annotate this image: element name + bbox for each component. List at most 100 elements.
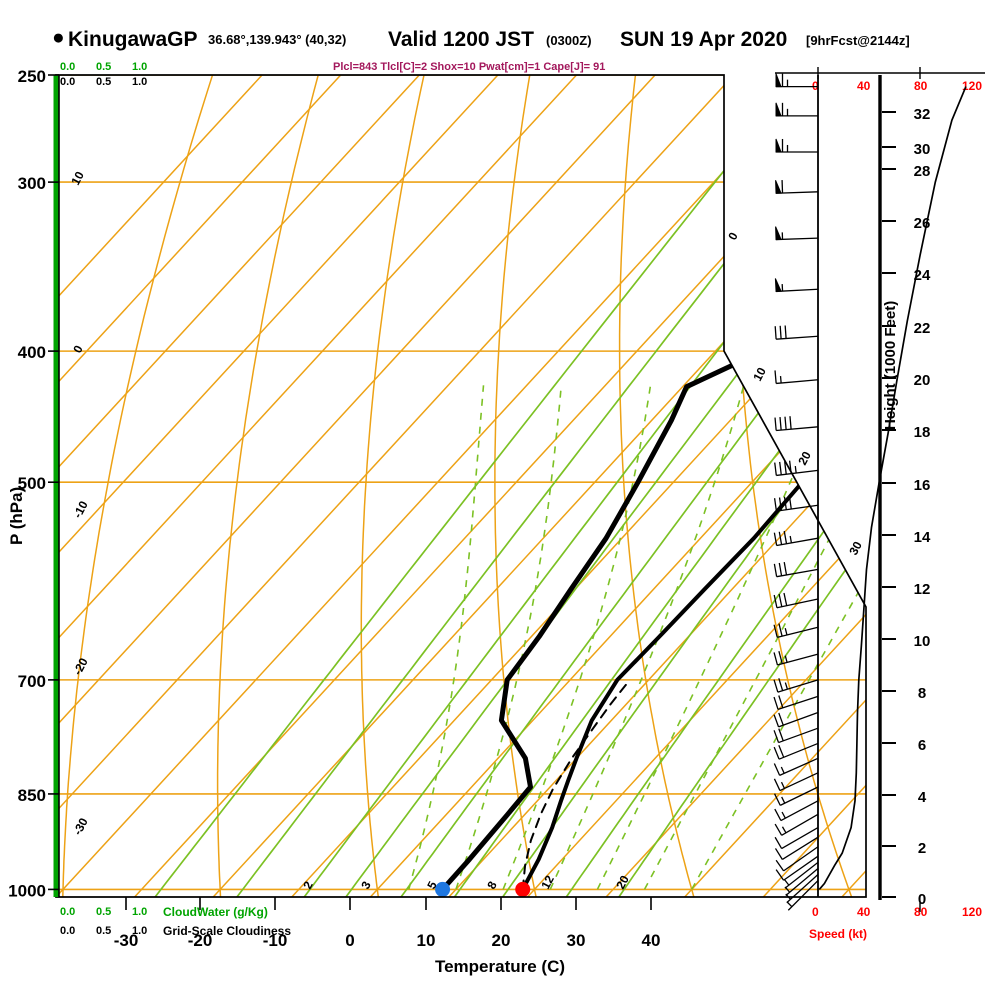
isotherm--60 [56, 75, 804, 897]
isotherm-label-8: 30 [846, 539, 865, 558]
height-tick-label-22: 22 [914, 320, 931, 337]
temperature-tick-label--10: -10 [263, 931, 288, 950]
top-speed-tick-3: 120 [962, 79, 982, 93]
wind-barb [775, 73, 818, 88]
forecast-tag: [9hrFcst@2144z] [806, 33, 910, 48]
wind-barb [775, 180, 819, 194]
wind-barb [773, 786, 819, 806]
temperature-tick-label--30: -30 [114, 931, 139, 950]
wind-barb [773, 711, 819, 728]
dry-adiabat-lines [62, 75, 866, 897]
moist-adiabat-16 [502, 385, 652, 890]
temperature-axis: -30 -20 -10 0 10 20 30 40 [114, 897, 661, 950]
wind-barb [775, 138, 818, 153]
top-cloudiness-tick-0: 0.0 [60, 76, 75, 88]
wind-barb [775, 226, 819, 241]
top-cloudwater-tick-2: 1.0 [132, 61, 147, 73]
surface-marker-group [435, 881, 531, 897]
moist-adiabat-34 [643, 384, 866, 890]
isotherm--10 [291, 75, 866, 897]
height-axis-label: Height (1000 Feet) [882, 301, 899, 430]
isobar-lines [56, 75, 866, 891]
wind-barb [773, 757, 819, 776]
pressure-tick-label-300: 300 [18, 174, 46, 193]
bottom-speed-axis-label: Speed (kt) [809, 927, 867, 941]
temperature-tick-label-40: 40 [642, 931, 661, 950]
dry-adiabat--40 [62, 75, 238, 897]
isotherm-label-0: 10 [68, 169, 87, 188]
dry-adiabat-80 [846, 75, 866, 897]
wind-barb [773, 695, 819, 711]
isotherm--40 [56, 75, 866, 897]
pressure-axis: 250 300 400 500 700 850 1000 [8, 67, 59, 900]
wind-barb [775, 102, 818, 117]
isotherm-0 [369, 75, 866, 897]
height-tick-label-10: 10 [914, 633, 931, 650]
mixing-ratio-5 [400, 117, 866, 897]
bottom-speed-tick-1: 40 [857, 905, 871, 919]
top-cloudiness-tick-2: 1.0 [132, 76, 147, 88]
mixing-ratio-20 [565, 117, 866, 897]
isotherm-label-4: -30 [70, 815, 91, 837]
pressure-tick-label-700: 700 [18, 672, 46, 691]
isotherm-label-2: -10 [70, 498, 91, 520]
pressure-tick-label-250: 250 [18, 67, 46, 86]
surface-dewpoint-dot [435, 881, 451, 897]
mixing-ratio-1 [236, 117, 839, 897]
wind-barb [774, 370, 819, 385]
surface-temperature-dot [515, 881, 531, 897]
bottom-cloudwater-tick-2: 1.0 [132, 906, 147, 918]
height-tick-label-24: 24 [914, 267, 931, 284]
station-coords: 36.68°,139.943° (40,32) [208, 32, 346, 47]
temperature-tick-label-30: 30 [567, 931, 586, 950]
wind-barb [773, 530, 819, 547]
bottom-cloudiness-label: Grid-Scale Cloudiness [163, 924, 291, 938]
isotherm-40 [684, 75, 866, 897]
wind-barb [774, 813, 819, 836]
temperature-curve [520, 75, 866, 892]
bottom-cloudwater-tick-0: 0.0 [60, 906, 75, 918]
moist-adiabat-10 [455, 385, 563, 890]
isotherm--70 [56, 75, 726, 897]
temperature-tick-label-20: 20 [492, 931, 511, 950]
height-tick-label-8: 8 [918, 685, 926, 702]
top-speed-tick-2: 80 [914, 79, 928, 93]
height-tick-label-2: 2 [918, 840, 926, 857]
pressure-tick-label-850: 850 [18, 786, 46, 805]
isotherm--90 [56, 75, 569, 897]
height-tick-label-14: 14 [914, 529, 931, 546]
plot-border [55, 74, 867, 898]
isotherm--50 [56, 75, 866, 897]
stability-indices: Plcl=843 Tlcl[C]=2 Shox=10 Pwat[cm]=1 Ca… [333, 61, 605, 73]
valid-time: Valid 1200 JST [388, 28, 534, 51]
bottom-cloudiness-tick-1: 0.5 [96, 925, 111, 937]
isotherm-label-1: 0 [70, 343, 86, 356]
wind-barb [774, 460, 819, 477]
wind-barb [785, 874, 819, 904]
height-profile-curve [818, 86, 967, 890]
bottom-speed-tick-2: 80 [914, 905, 928, 919]
top-speed-tick-1: 40 [857, 79, 871, 93]
height-tick-label-20: 20 [914, 372, 931, 389]
wind-barb [775, 846, 819, 872]
height-tick-label-32: 32 [914, 106, 931, 123]
wind-barb [773, 562, 819, 578]
pressure-tick-label-500: 500 [18, 474, 46, 493]
isotherm-label-5: 0 [725, 230, 741, 243]
height-tick-label-6: 6 [918, 737, 926, 754]
wind-barb [775, 855, 819, 881]
wind-barb [774, 278, 819, 293]
bottom-speed-tick-3: 120 [962, 905, 982, 919]
bottom-cloudiness-tick-2: 1.0 [132, 925, 147, 937]
isotherm--100 [56, 75, 490, 897]
top-cloudwater-tick-1: 0.5 [96, 61, 111, 73]
wind-barb [774, 416, 819, 432]
bottom-cloudwater-tick-1: 0.5 [96, 906, 111, 918]
mixing-ratio-lines [154, 117, 866, 897]
isotherm-20 [526, 75, 866, 897]
pressure-axis-label: P (hPa) [7, 487, 26, 545]
isotherm-10 [448, 75, 866, 897]
pressure-tick-label-400: 400 [18, 343, 46, 362]
